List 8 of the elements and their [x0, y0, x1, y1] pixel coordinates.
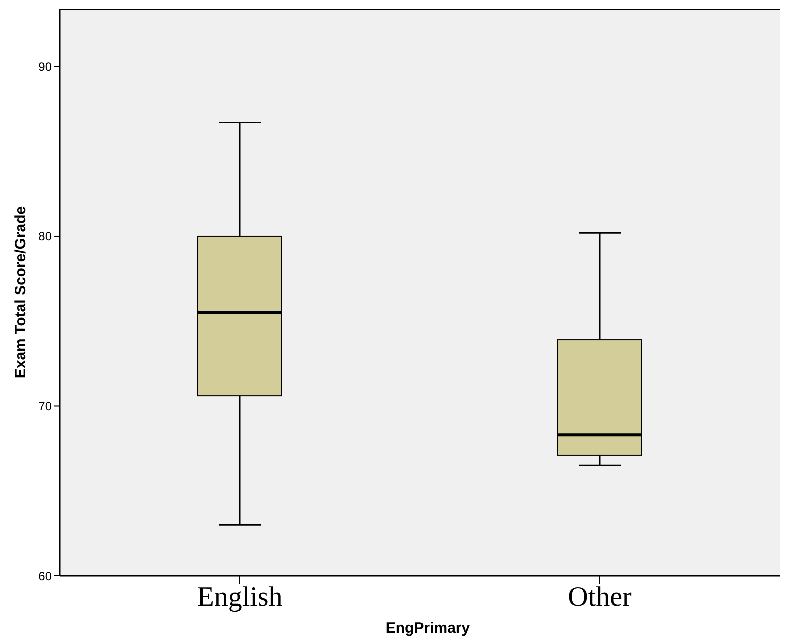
x-tick-label: Other — [568, 582, 633, 613]
y-tick-label: 60 — [38, 569, 52, 584]
x-tick-label: English — [197, 582, 283, 613]
y-tick-label: 70 — [38, 400, 52, 414]
y-tick-label: 90 — [38, 60, 52, 74]
y-axis-title: Exam Total Score/Grade — [12, 206, 30, 379]
y-tick-label: 80 — [38, 230, 52, 244]
x-axis-title: EngPrimary — [386, 620, 471, 637]
